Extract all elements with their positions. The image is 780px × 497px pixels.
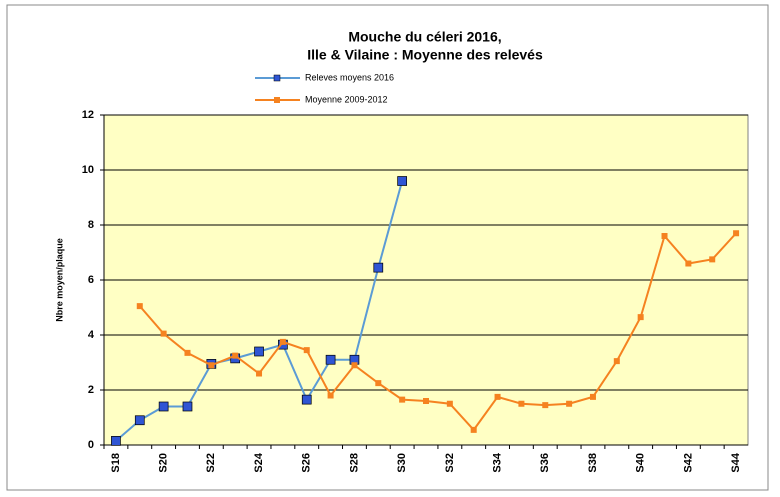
marker [158, 401, 169, 412]
legend-label: Releves moyens 2016 [305, 72, 394, 82]
y-tick-label: 8 [88, 219, 94, 231]
marker [566, 400, 573, 407]
x-tick-label: S26 [301, 453, 313, 473]
y-tick-label: 12 [82, 109, 94, 121]
y-tick-label: 0 [88, 439, 94, 451]
marker [351, 362, 358, 369]
legend-marker [273, 74, 281, 82]
marker [613, 358, 620, 365]
marker [182, 401, 193, 412]
x-tick-label: S24 [253, 452, 265, 472]
marker [327, 392, 334, 399]
x-tick-label: S32 [444, 453, 456, 473]
marker [256, 370, 263, 377]
marker [160, 330, 167, 337]
legend-marker [274, 97, 280, 103]
marker [301, 394, 312, 405]
marker [470, 426, 477, 433]
y-tick-label: 10 [82, 164, 94, 176]
x-tick-label: S40 [635, 453, 647, 473]
marker [446, 400, 453, 407]
marker [184, 349, 191, 356]
marker [111, 436, 121, 446]
marker [589, 393, 596, 400]
marker [423, 398, 429, 404]
marker [542, 402, 549, 409]
y-tick-label: 4 [88, 329, 95, 341]
x-tick-label: S34 [491, 452, 503, 472]
marker [254, 346, 264, 357]
marker [325, 354, 336, 365]
marker [397, 176, 407, 186]
y-tick-label: 2 [88, 384, 94, 396]
marker [494, 393, 501, 400]
x-tick-label: S18 [110, 453, 122, 473]
series-line [139, 232, 737, 432]
marker [733, 230, 740, 237]
marker [637, 314, 644, 321]
x-tick-label: S44 [730, 452, 742, 472]
x-tick-label: S22 [205, 453, 217, 473]
x-tick-label: S36 [539, 453, 551, 473]
marker [279, 338, 286, 345]
marker [518, 400, 525, 407]
marker [136, 303, 143, 310]
marker [208, 362, 215, 369]
marker [399, 396, 406, 403]
x-tick-label: S42 [682, 453, 694, 473]
chart-subtitle: Ille & Vilaine : Moyenne des relevés [307, 47, 543, 63]
marker [661, 233, 668, 239]
legend-label: Moyenne 2009-2012 [305, 94, 388, 104]
x-tick-label: S20 [158, 453, 170, 473]
marker [375, 380, 382, 387]
x-tick-label: S38 [587, 453, 599, 473]
marker [232, 352, 239, 359]
chart-title: Mouche du céleri 2016, [348, 29, 501, 45]
y-tick-label: 6 [88, 274, 94, 286]
x-tick-label: S30 [396, 453, 408, 473]
marker [373, 262, 384, 273]
marker [134, 415, 145, 426]
y-axis-label: Nbre moyen/plaque [54, 238, 64, 322]
marker [685, 260, 692, 267]
x-tick-label: S28 [348, 453, 360, 473]
marker [303, 347, 310, 354]
marker [709, 256, 716, 263]
